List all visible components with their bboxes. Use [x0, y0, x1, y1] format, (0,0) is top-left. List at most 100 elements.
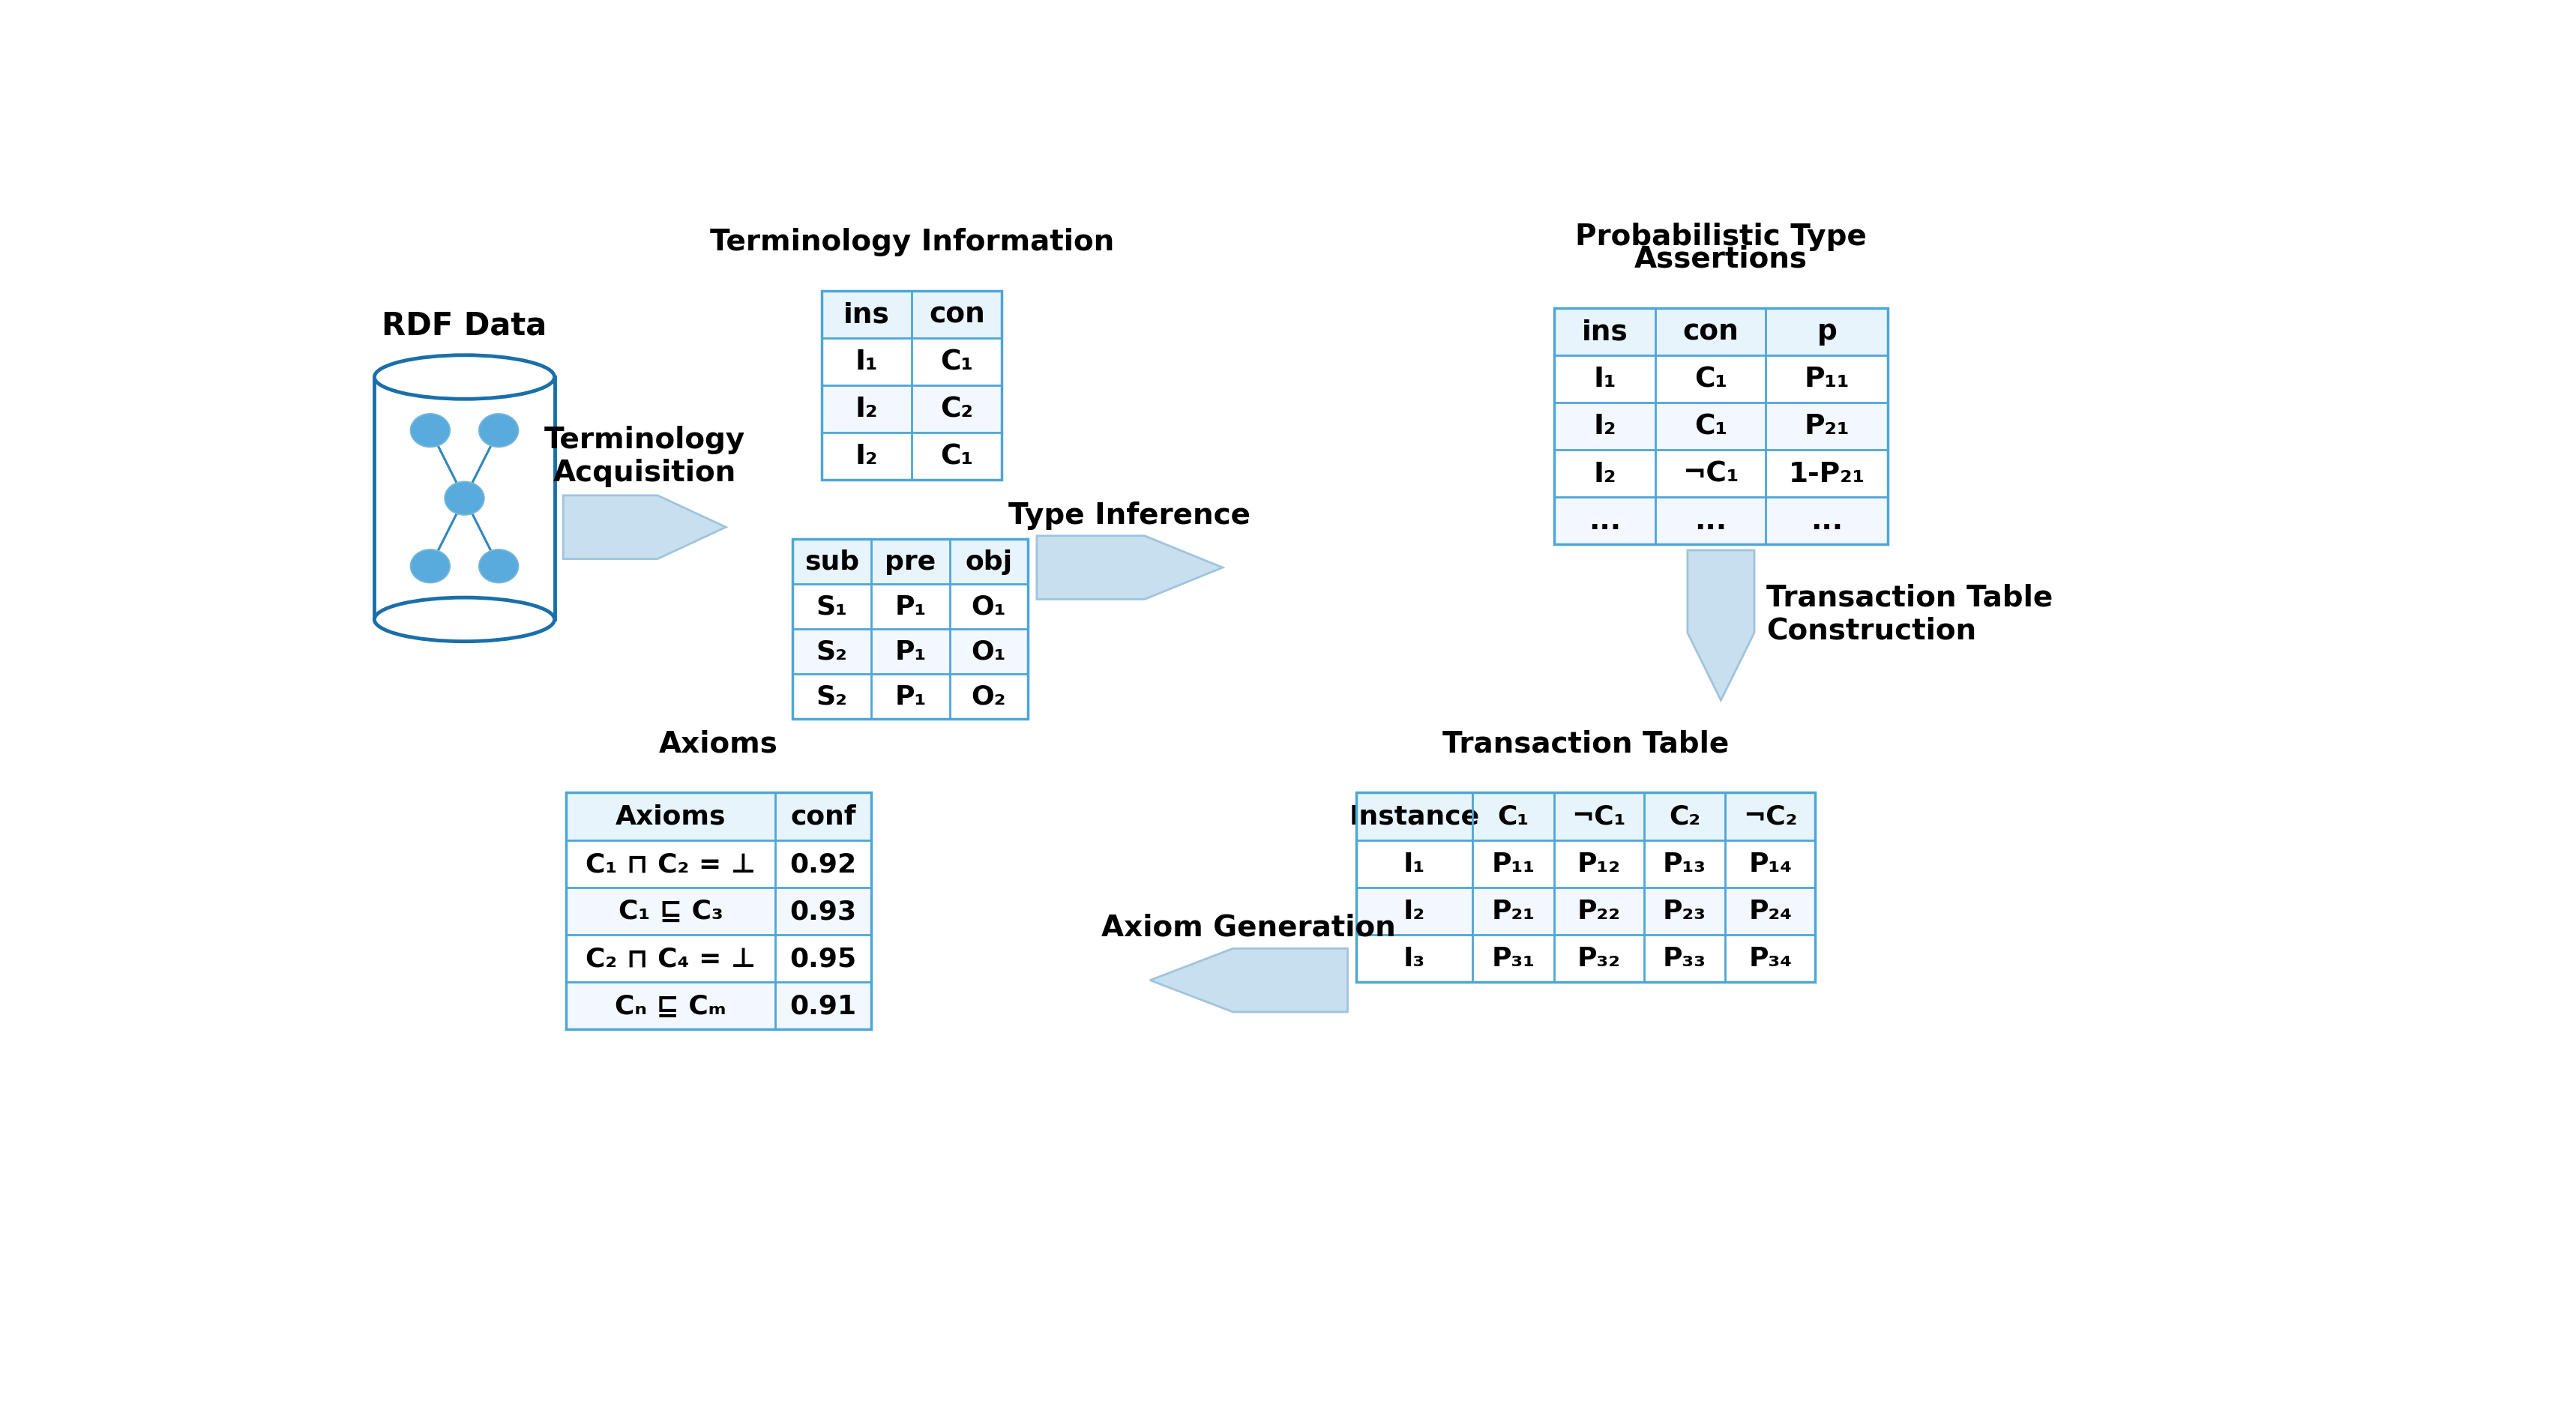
Text: Transaction Table
Construction: Transaction Table Construction: [1765, 583, 2053, 644]
Bar: [1355, 793, 1816, 983]
Text: Assertions: Assertions: [1633, 245, 1806, 273]
Bar: [793, 539, 1028, 585]
Ellipse shape: [410, 549, 451, 583]
Text: 0.91: 0.91: [791, 993, 855, 1018]
Text: Axioms: Axioms: [659, 729, 778, 758]
Text: Cₙ ⊑ Cₘ: Cₙ ⊑ Cₘ: [616, 993, 726, 1018]
Bar: [567, 888, 871, 935]
Text: Axioms: Axioms: [616, 804, 726, 830]
Bar: [822, 338, 1002, 385]
Text: 1-P₂₁: 1-P₂₁: [1788, 460, 1865, 487]
Text: I₂: I₂: [1592, 413, 1615, 440]
Text: Terminology Information: Terminology Information: [708, 228, 1113, 256]
Text: P₂₁: P₂₁: [1492, 899, 1535, 925]
Text: 0.95: 0.95: [791, 946, 855, 971]
Text: C₁ ⊑ C₃: C₁ ⊑ C₃: [618, 899, 724, 925]
Bar: [822, 292, 1002, 480]
Ellipse shape: [446, 481, 484, 515]
Bar: [1553, 450, 1888, 497]
Bar: [1553, 309, 1888, 545]
Text: con: con: [1682, 319, 1739, 346]
Polygon shape: [1036, 537, 1224, 600]
Bar: [793, 629, 1028, 674]
Text: P₁: P₁: [894, 639, 925, 664]
Text: P₁₁: P₁₁: [1803, 365, 1850, 392]
Text: con: con: [927, 302, 984, 329]
Text: ¬C₁: ¬C₁: [1682, 460, 1739, 487]
Text: C₂ ⊓ C₄ = ⊥: C₂ ⊓ C₄ = ⊥: [585, 946, 755, 971]
Text: I₁: I₁: [855, 348, 878, 375]
Text: 0.92: 0.92: [791, 851, 855, 877]
Text: Instance: Instance: [1350, 804, 1479, 830]
Text: C₁: C₁: [940, 348, 974, 375]
Text: P₂₄: P₂₄: [1749, 899, 1790, 925]
Text: C₂: C₂: [940, 396, 974, 423]
Ellipse shape: [374, 598, 554, 641]
Bar: [567, 793, 871, 840]
Text: sub: sub: [804, 549, 860, 575]
Text: P₂₂: P₂₂: [1577, 899, 1620, 925]
Text: ...: ...: [1587, 508, 1620, 535]
Bar: [822, 433, 1002, 480]
Text: I₂: I₂: [1592, 460, 1615, 487]
Bar: [567, 935, 871, 983]
Text: RDF Data: RDF Data: [381, 310, 546, 341]
Bar: [822, 292, 1002, 338]
Bar: [567, 840, 871, 888]
Text: P₃₁: P₃₁: [1492, 946, 1535, 971]
Text: S₂: S₂: [817, 639, 848, 664]
Ellipse shape: [479, 549, 518, 583]
Text: Axiom Generation: Axiom Generation: [1103, 913, 1396, 942]
Text: C₁: C₁: [1695, 413, 1726, 440]
Text: P₁: P₁: [894, 593, 925, 619]
Text: O₁: O₁: [971, 639, 1007, 664]
Text: Transaction Table: Transaction Table: [1443, 729, 1728, 758]
Text: ins: ins: [842, 302, 889, 329]
Text: conf: conf: [791, 804, 855, 830]
Text: P₂₃: P₂₃: [1662, 899, 1705, 925]
Text: I₁: I₁: [1404, 851, 1425, 877]
Text: obj: obj: [966, 549, 1012, 575]
Ellipse shape: [374, 355, 554, 399]
Bar: [567, 983, 871, 1029]
Bar: [793, 585, 1028, 629]
Bar: [1355, 935, 1816, 983]
Bar: [1355, 793, 1816, 840]
Bar: [1553, 497, 1888, 545]
Bar: [567, 793, 871, 1029]
Text: P₃₂: P₃₂: [1577, 946, 1620, 971]
Bar: [1553, 404, 1888, 450]
Text: O₂: O₂: [971, 684, 1007, 709]
Text: I₃: I₃: [1404, 946, 1425, 971]
Text: I₁: I₁: [1592, 365, 1615, 392]
Bar: [793, 674, 1028, 719]
Text: 0.93: 0.93: [791, 899, 855, 925]
Text: Type Inference: Type Inference: [1007, 501, 1249, 530]
Text: O₁: O₁: [971, 593, 1007, 619]
Text: S₁: S₁: [817, 593, 848, 619]
Ellipse shape: [479, 415, 518, 447]
Text: C₁: C₁: [1695, 365, 1726, 392]
Text: P₁₃: P₁₃: [1662, 851, 1705, 877]
Text: S₂: S₂: [817, 684, 848, 709]
Text: C₂: C₂: [1669, 804, 1700, 830]
Bar: [822, 385, 1002, 433]
Bar: [1355, 840, 1816, 888]
Text: ins: ins: [1582, 319, 1628, 346]
Text: ...: ...: [1811, 508, 1842, 535]
Text: P₁₄: P₁₄: [1749, 851, 1790, 877]
Text: Probabilistic Type: Probabilistic Type: [1574, 222, 1865, 251]
Text: C₁ ⊓ C₂ = ⊥: C₁ ⊓ C₂ = ⊥: [585, 851, 755, 877]
Text: I₂: I₂: [855, 443, 878, 470]
Text: Terminology
Acquisition: Terminology Acquisition: [544, 426, 744, 487]
Text: P₁₂: P₁₂: [1577, 851, 1620, 877]
Bar: [374, 378, 554, 620]
Text: C₁: C₁: [940, 443, 974, 470]
Polygon shape: [1687, 551, 1754, 701]
Text: P₃₄: P₃₄: [1749, 946, 1790, 971]
Bar: [1553, 309, 1888, 355]
Text: P₃₃: P₃₃: [1662, 946, 1705, 971]
Text: ¬C₁: ¬C₁: [1571, 804, 1625, 830]
Bar: [1355, 888, 1816, 935]
Polygon shape: [564, 496, 726, 559]
